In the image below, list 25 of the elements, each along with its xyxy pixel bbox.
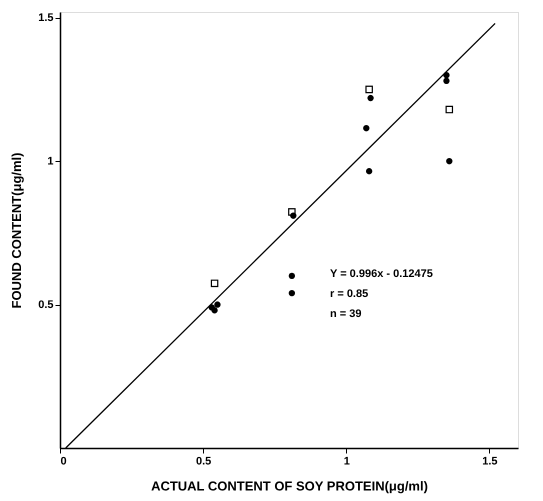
y-tick-label: 0.5 xyxy=(38,299,54,312)
y-tick-label: 1.5 xyxy=(38,12,54,24)
point xyxy=(288,290,296,296)
point xyxy=(363,125,370,132)
x-axis-title: ACTUAL CONTENT OF SOY PROTEIN(μg/ml) xyxy=(151,478,428,494)
point xyxy=(210,280,218,288)
y-axis-title: FOUND CONTENT(μg/ml) xyxy=(9,152,24,308)
x-tick-label: 0 xyxy=(60,456,67,468)
annotation: n = 39 xyxy=(330,308,362,320)
point xyxy=(446,106,454,114)
point xyxy=(446,158,452,164)
point xyxy=(367,94,374,102)
point xyxy=(366,168,372,174)
x-tick-label: 1 xyxy=(344,456,350,468)
point xyxy=(365,86,373,94)
point xyxy=(443,78,450,84)
point xyxy=(288,272,296,280)
x-tick-label: 1.5 xyxy=(482,456,498,468)
annotation: Y = 0.996x - 0.12475 xyxy=(330,268,433,280)
x-tick-label: 0.5 xyxy=(196,456,212,468)
point xyxy=(214,301,221,308)
point xyxy=(290,212,296,219)
point xyxy=(288,208,296,216)
annotation: r = 0.85 xyxy=(330,288,368,300)
y-tick-label: 1 xyxy=(47,156,54,168)
